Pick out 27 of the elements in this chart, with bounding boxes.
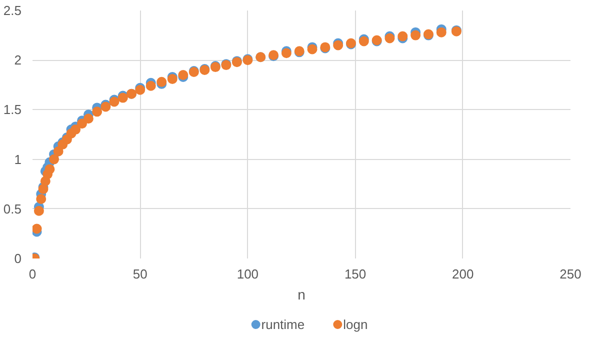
- point: [49, 154, 60, 164]
- y-tick-label: 2.5: [3, 3, 22, 18]
- x-tick-label: 50: [132, 266, 148, 282]
- point: [92, 106, 102, 117]
- point: [32, 224, 42, 234]
- point: [34, 206, 44, 216]
- y-tick-label: 0: [14, 251, 22, 266]
- x-tick-label: 0: [28, 266, 36, 282]
- point: [436, 27, 446, 38]
- legend-label: logn: [343, 317, 368, 332]
- x-axis-title: n: [298, 286, 306, 302]
- y-tick-label: 2: [14, 52, 22, 68]
- y-tick-label: 1.5: [3, 102, 22, 118]
- legend-label: runtime: [261, 317, 305, 332]
- point: [36, 194, 46, 204]
- point: [146, 80, 156, 91]
- x-tick-label: 100: [236, 266, 259, 282]
- point: [53, 146, 64, 156]
- x-tick-label: 200: [452, 266, 474, 282]
- y-tick-label: 0.5: [3, 201, 22, 216]
- point: [76, 118, 87, 129]
- point: [410, 30, 421, 40]
- x-tick-label: 150: [344, 266, 366, 282]
- point: [83, 114, 94, 124]
- y-tick-label: 1: [14, 152, 22, 167]
- point: [70, 124, 81, 135]
- x-tick-label: 250: [560, 266, 582, 282]
